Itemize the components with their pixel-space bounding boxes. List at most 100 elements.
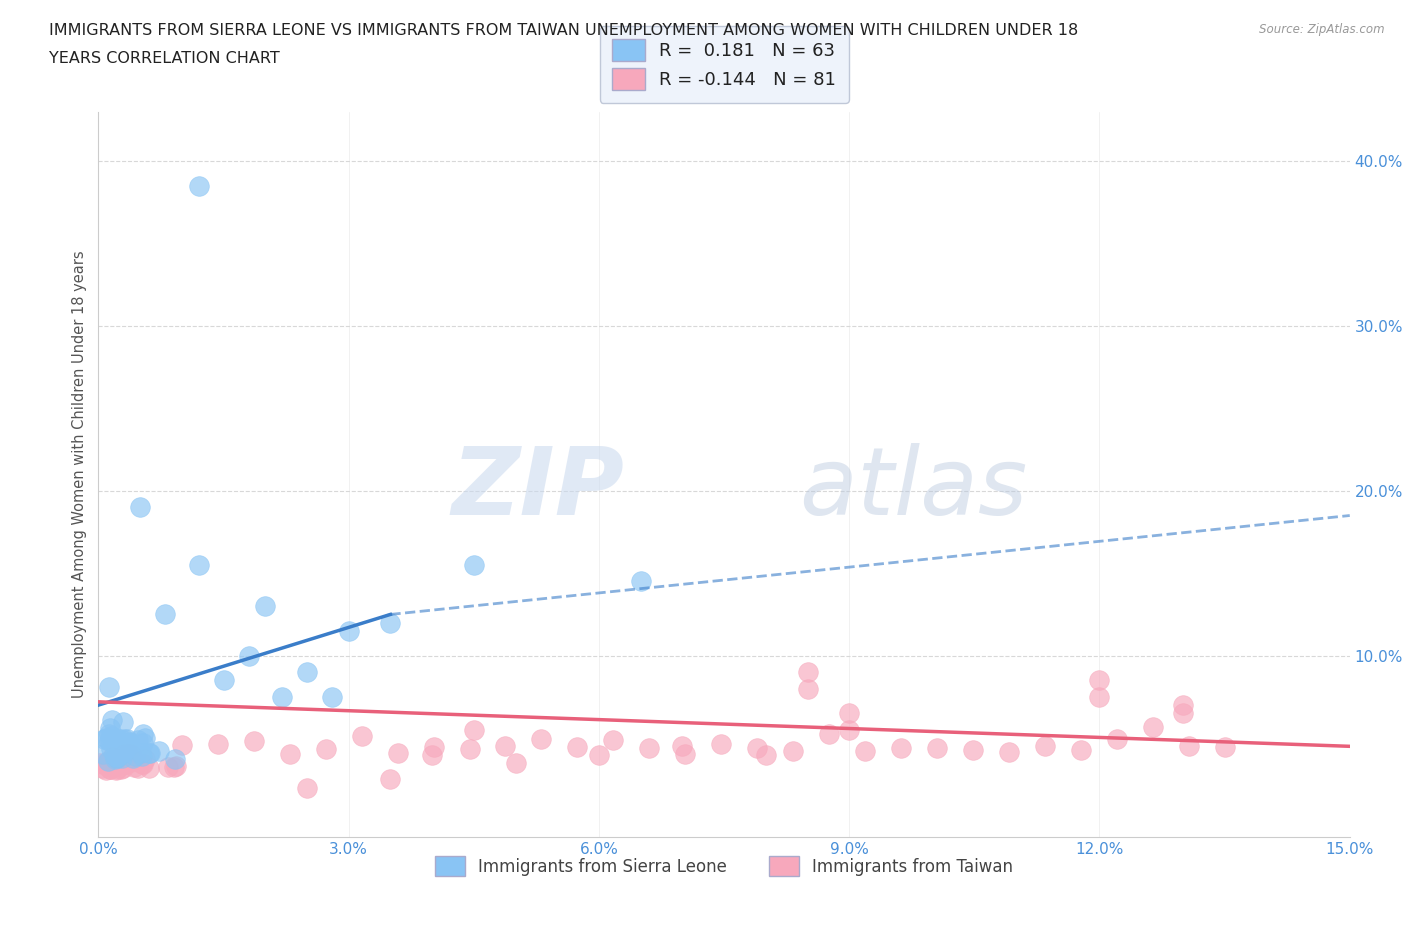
Point (782, 744, 804, 759)
Point (163, 760, 186, 775)
Text: ZIP: ZIP (451, 443, 624, 535)
Text: IMMIGRANTS FROM SIERRA LEONE VS IMMIGRANTS FROM TAIWAN UNEMPLOYMENT AMONG WOMEN : IMMIGRANTS FROM SIERRA LEONE VS IMMIGRAN… (49, 23, 1078, 38)
Point (112, 761, 135, 776)
Point (97, 754, 120, 769)
Point (120, 754, 142, 769)
Point (630, 574, 652, 589)
Point (422, 739, 444, 754)
Point (118, 735, 141, 750)
Point (254, 599, 277, 614)
Point (1088, 673, 1111, 688)
Point (1171, 706, 1194, 721)
Point (115, 731, 138, 746)
Point (242, 734, 264, 749)
Point (103, 754, 125, 769)
Point (463, 723, 485, 737)
Point (98, 731, 121, 746)
Point (818, 727, 841, 742)
Point (114, 757, 136, 772)
Point (710, 737, 733, 751)
Point (122, 760, 145, 775)
Point (212, 673, 235, 688)
Point (998, 744, 1021, 759)
Point (139, 746, 162, 761)
Point (638, 740, 661, 755)
Point (129, 499, 152, 514)
Point (91, 760, 114, 775)
Point (131, 756, 153, 771)
Point (127, 760, 149, 775)
Point (129, 746, 152, 761)
Point (104, 751, 127, 766)
Point (187, 179, 209, 193)
Point (89, 755, 111, 770)
Point (127, 732, 149, 747)
Point (110, 736, 132, 751)
Point (148, 743, 170, 758)
Point (104, 734, 127, 749)
Text: atlas: atlas (799, 444, 1028, 535)
Point (98, 721, 121, 736)
Point (890, 741, 912, 756)
Point (117, 747, 139, 762)
Point (156, 759, 179, 774)
Point (121, 751, 143, 765)
Point (673, 746, 696, 761)
Point (132, 736, 155, 751)
Point (138, 746, 160, 761)
Point (111, 746, 134, 761)
Point (105, 751, 128, 765)
Point (98, 734, 121, 749)
Point (796, 681, 818, 696)
Point (1070, 742, 1092, 757)
Point (796, 665, 818, 680)
Point (111, 751, 134, 765)
Point (1105, 732, 1128, 747)
Point (101, 752, 124, 767)
Point (337, 623, 360, 638)
Point (100, 728, 122, 743)
Point (111, 733, 134, 748)
Point (97, 754, 120, 769)
Point (458, 741, 481, 756)
Point (118, 736, 141, 751)
Point (1033, 739, 1056, 754)
Point (315, 741, 337, 756)
Point (321, 689, 343, 704)
Legend: Immigrants from Sierra Leone, Immigrants from Taiwan: Immigrants from Sierra Leone, Immigrants… (429, 849, 1019, 884)
Point (1171, 698, 1194, 712)
Point (1142, 720, 1164, 735)
Point (495, 738, 517, 753)
Point (121, 752, 143, 767)
Point (105, 731, 128, 746)
Point (112, 745, 135, 760)
Point (101, 712, 124, 727)
Point (962, 743, 984, 758)
Point (124, 749, 146, 764)
Point (104, 763, 127, 777)
Point (671, 738, 693, 753)
Point (1088, 689, 1111, 704)
Point (420, 747, 443, 762)
Point (387, 746, 409, 761)
Point (132, 726, 155, 741)
Point (94, 763, 117, 777)
Point (98, 762, 121, 777)
Point (103, 747, 125, 762)
Point (131, 749, 153, 764)
Point (350, 728, 373, 743)
Point (505, 755, 527, 770)
Point (103, 737, 125, 751)
Point (134, 731, 156, 746)
Point (110, 762, 132, 777)
Point (530, 732, 553, 747)
Point (1177, 738, 1199, 753)
Point (111, 714, 134, 729)
Point (93, 746, 115, 761)
Point (853, 744, 876, 759)
Point (117, 739, 139, 754)
Point (380, 616, 402, 631)
Point (838, 706, 860, 721)
Point (187, 558, 209, 573)
Point (755, 747, 778, 762)
